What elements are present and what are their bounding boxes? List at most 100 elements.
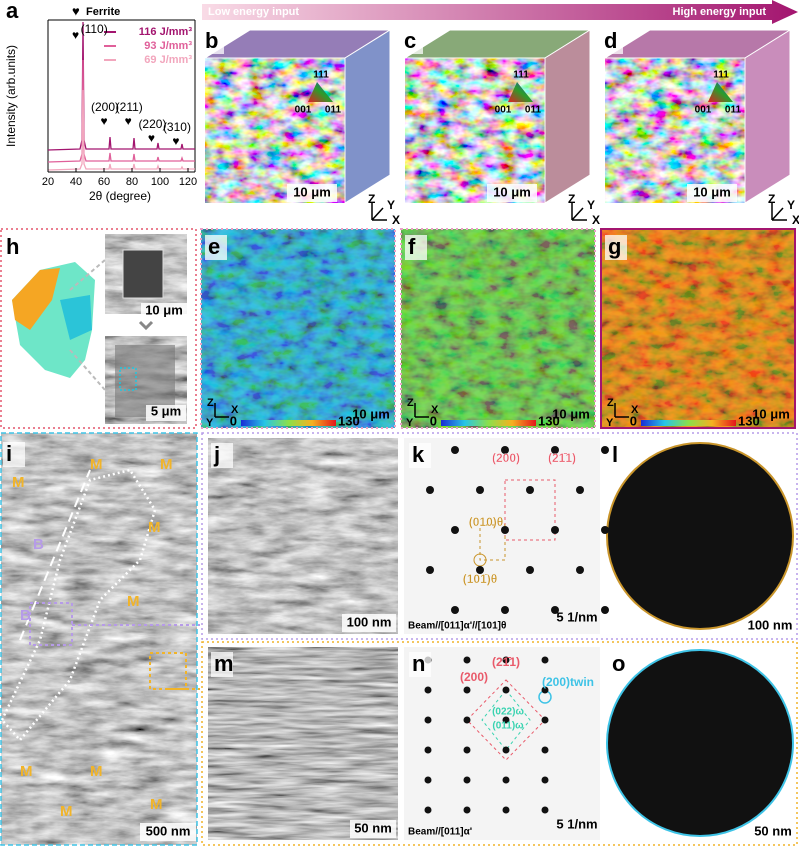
panel-label: o	[612, 651, 625, 676]
saed-spot	[551, 446, 559, 454]
map-border	[400, 228, 596, 429]
df-border	[606, 442, 794, 630]
saed-spot	[476, 486, 484, 494]
saed-spot	[541, 656, 549, 664]
label-bg	[211, 652, 233, 677]
cube-right	[744, 29, 791, 204]
axis-label: Z	[207, 397, 214, 409]
panel-label: m	[214, 651, 234, 676]
spot-label: (011)ω	[492, 721, 524, 732]
scale-bg	[342, 614, 396, 632]
ipf-label: 111	[713, 70, 729, 81]
colorbar-label: 130	[738, 413, 760, 428]
ipf-triangle	[708, 82, 733, 102]
saed-spot	[463, 716, 471, 724]
label-bg	[211, 443, 233, 468]
saed-spot	[526, 486, 534, 494]
panel-label: j	[213, 442, 220, 467]
ebsd-map-tint	[601, 229, 795, 428]
scale-text: 500 nm	[146, 823, 191, 838]
saed-spot	[502, 716, 510, 724]
phase-label: B	[33, 536, 44, 553]
panel-label: b	[205, 28, 218, 53]
spot-label: (200)	[492, 451, 520, 465]
saed-spot	[541, 776, 549, 784]
panel-label: c	[404, 28, 416, 53]
saed-spot	[551, 606, 559, 614]
legend-label: 69 J/mm³	[144, 54, 192, 66]
axis-label: Y	[387, 198, 395, 212]
saed-spot	[576, 486, 584, 494]
triad	[214, 403, 229, 418]
axis-label: Y	[606, 417, 614, 429]
scale-text: 10 μm	[493, 184, 531, 199]
phase-label: M	[20, 763, 33, 780]
phase-label: B	[20, 607, 31, 624]
saed-spot	[601, 526, 609, 534]
scale-text: 10 μm	[293, 184, 331, 199]
scale-text: 10 μm	[552, 406, 590, 421]
spot-label: (101̄)θ	[463, 572, 498, 586]
panel-label: l	[612, 442, 618, 467]
ipf-label: 111	[313, 70, 329, 81]
colorbar	[641, 420, 736, 426]
saed-spot	[576, 566, 584, 574]
n-panel	[404, 647, 600, 840]
axis-label: Y	[206, 417, 214, 429]
cube-right	[344, 29, 391, 204]
phase-label: M	[148, 519, 161, 536]
scale-text: 100 nm	[347, 614, 392, 629]
saed-spot	[502, 746, 510, 754]
scale-text: 5 μm	[151, 403, 181, 418]
axis-label: Z	[407, 397, 414, 409]
saed-spot	[502, 776, 510, 784]
peak-heart: ♥	[100, 114, 107, 128]
saed-spot	[601, 446, 609, 454]
phase-label: M	[160, 456, 173, 473]
xrd-dynamic: 20 40 60 80 100 120 116 J/mm³ 93 J/mm³ 69 J/mm³ (…	[42, 22, 197, 188]
ipf-label: 001	[695, 105, 712, 116]
x-tick-label: 60	[98, 176, 110, 188]
saed-spot	[601, 606, 609, 614]
peak-heart: ♥	[148, 131, 155, 145]
saed-spot	[541, 806, 549, 814]
ipf-triangle	[308, 82, 333, 102]
saed-bg	[404, 647, 600, 840]
scale-bg	[146, 405, 186, 421]
scale-text: 10 μm	[352, 406, 390, 421]
panel-label: k	[412, 442, 425, 467]
label-bg	[202, 29, 224, 54]
axis-label: Y	[587, 198, 595, 212]
axis-label: Z	[568, 192, 575, 206]
peak-label: (200)	[91, 100, 119, 114]
saed-spot	[501, 526, 509, 534]
axis-label: Z	[368, 192, 375, 206]
saed-spot	[424, 776, 432, 784]
cell	[466, 679, 546, 761]
cube-front	[404, 57, 546, 204]
peak-label: (110)	[81, 22, 108, 36]
axis-label: X	[392, 213, 400, 227]
x-tick-label: 100	[151, 176, 169, 188]
x-tick-label: 40	[70, 176, 82, 188]
colorbar-label: 130	[338, 413, 360, 428]
df-bg	[607, 443, 793, 629]
xrd-panel: Intensity (arb.units) 2θ (degree) ♥ Ferr…	[4, 3, 197, 203]
peak-label: (211)	[116, 100, 143, 114]
scale-text: 10 μm	[145, 302, 183, 317]
saed-spot	[551, 526, 559, 534]
saed-spot	[502, 806, 510, 814]
label-bg	[205, 235, 227, 260]
x-tick-label: 20	[42, 176, 54, 188]
ipf-label: 111	[513, 70, 529, 81]
triad	[571, 203, 587, 221]
beam-text: Beam//[011]α'//[101]θ	[408, 621, 506, 632]
axis-label: X	[631, 404, 639, 416]
colorbar	[441, 420, 536, 426]
colorbar-label: 0	[630, 413, 637, 428]
peak-label: (310)	[163, 120, 191, 134]
legend-heart: ♥	[72, 3, 80, 18]
label-bg	[609, 443, 631, 468]
